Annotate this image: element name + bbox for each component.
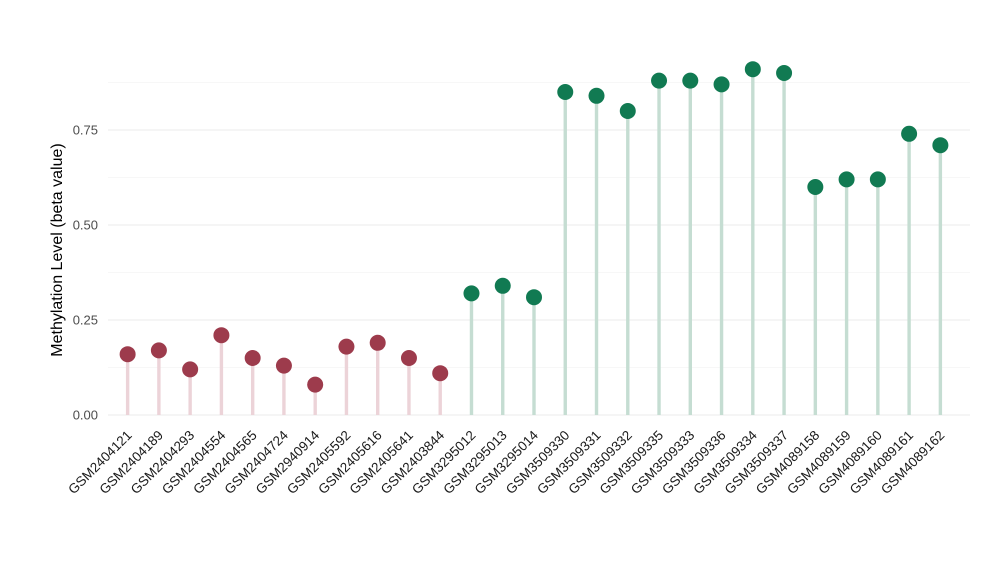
lollipop-dot xyxy=(463,285,480,302)
lollipop-dot xyxy=(494,277,511,294)
y-tick-label: 0.50 xyxy=(73,218,98,233)
y-tick-label: 0.75 xyxy=(73,123,98,138)
lollipop-dot xyxy=(682,72,699,89)
lollipop-dot xyxy=(557,84,574,100)
lollipop-dot xyxy=(400,350,417,366)
stem-layer xyxy=(125,69,943,415)
grid-layer xyxy=(108,82,970,416)
lollipop-dot xyxy=(744,61,761,78)
lollipop-dot xyxy=(307,376,324,393)
lollipop-dot xyxy=(838,171,855,188)
lollipop-dot xyxy=(901,125,918,142)
lollipop-dot xyxy=(432,365,449,382)
lollipop-dot xyxy=(369,334,386,351)
lollipop-dot xyxy=(338,338,355,355)
lollipop-dot xyxy=(150,342,167,359)
lollipop-dot xyxy=(275,357,292,374)
lollipop-dot xyxy=(776,65,793,81)
lollipop-dot xyxy=(182,361,199,378)
lollipop-dot xyxy=(869,171,886,188)
lollipop-dot xyxy=(526,289,542,306)
lollipop-dot xyxy=(213,327,230,344)
lollipop-dot xyxy=(619,103,636,119)
lollipop-dot xyxy=(807,179,824,195)
y-tick-label: 0.25 xyxy=(73,313,98,328)
lollipop-dot xyxy=(651,72,668,89)
lollipop-dot xyxy=(588,87,605,104)
lollipop-dot xyxy=(932,137,949,154)
y-axis-title: Methylation Level (beta value) xyxy=(49,143,66,356)
lollipop-dot xyxy=(713,76,730,93)
lollipop-dot xyxy=(119,346,136,363)
lollipop-dot xyxy=(244,350,261,366)
y-tick-label: 0.00 xyxy=(73,408,98,423)
dot-layer xyxy=(119,61,949,393)
